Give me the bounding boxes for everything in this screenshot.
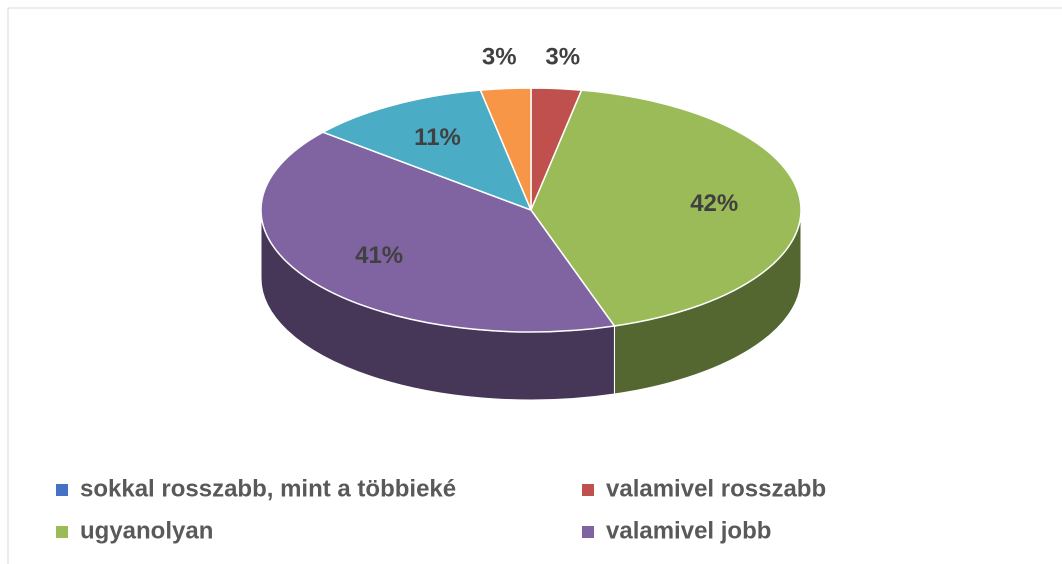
slice — [530, 89, 802, 327]
data-label: 41% — [355, 242, 403, 269]
legend-label: valamivel rosszabb — [606, 475, 826, 502]
slice — [321, 89, 533, 212]
data-label: 3% — [482, 44, 517, 71]
legend-swatch — [56, 484, 68, 496]
legend-label: ugyanolyan — [80, 517, 213, 544]
legend-swatch — [582, 526, 594, 538]
slice — [260, 131, 616, 333]
slice — [479, 87, 532, 211]
legend-label: valamivel jobb — [606, 517, 771, 544]
data-label: 42% — [690, 190, 738, 217]
legend-swatch — [582, 484, 594, 496]
legend-label: sokkal rosszabb, mint a többieké — [80, 475, 456, 502]
data-label: 3% — [545, 44, 580, 71]
data-label: 11% — [414, 124, 461, 151]
legend-swatch — [56, 526, 68, 538]
